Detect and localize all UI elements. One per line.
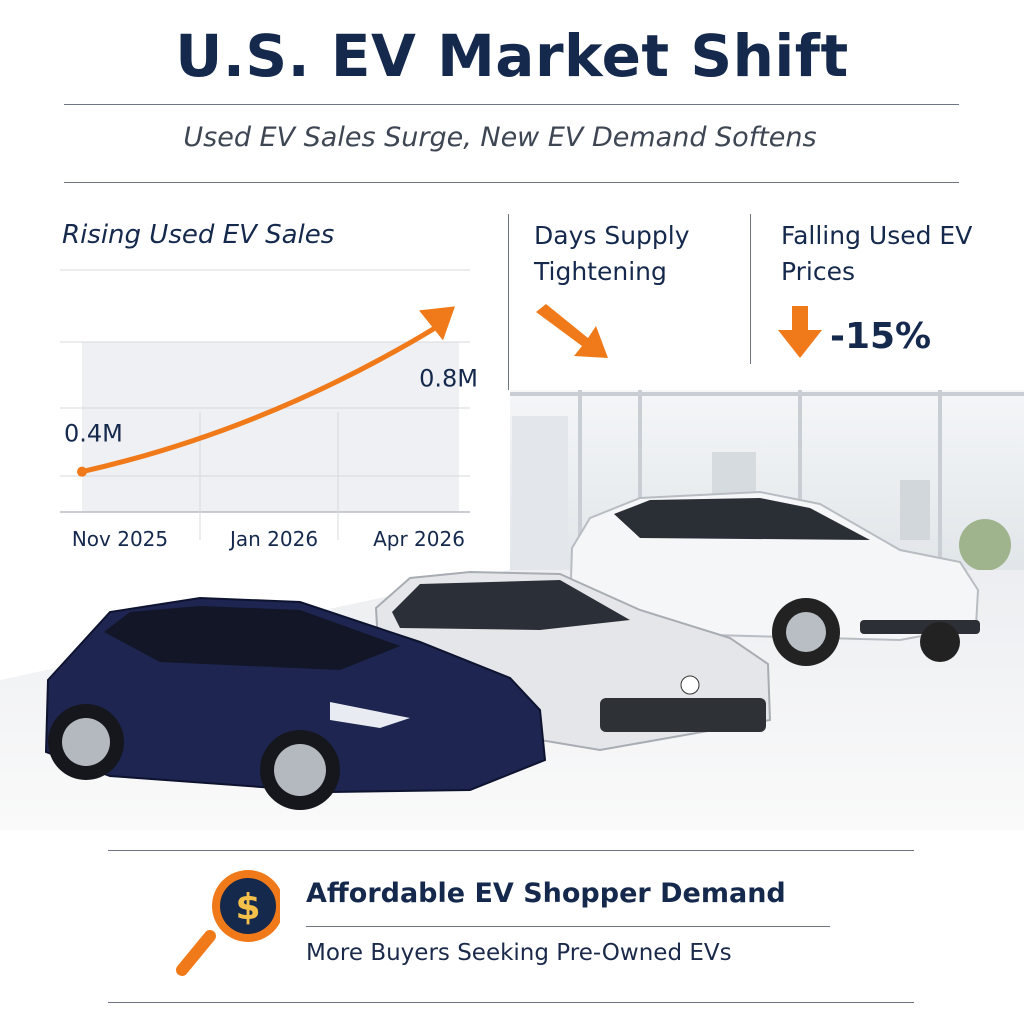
arrow-down-icon [778,306,822,358]
data-label: 0.4M [64,420,123,448]
page-subtitle: Used EV Sales Surge, New EV Demand Softe… [183,122,817,153]
showroom-illustration [0,390,1024,830]
x-tick-label: Nov 2025 [72,527,168,551]
x-axis-labels: Nov 2025 Jan 2026 Apr 2026 [72,527,465,551]
white-suv [568,490,980,666]
x-tick-label: Jan 2026 [228,527,318,551]
demand-subtitle: More Buyers Seeking Pre-Owned EVs [306,940,732,966]
subtitle-divider [64,182,959,183]
data-label: 0.8M [419,364,478,392]
dollar-magnifier-icon: $ [176,870,280,976]
svg-text:$: $ [235,887,260,928]
navy-sedan [44,596,547,810]
arrow-down-right-icon [536,304,608,358]
footer-divider-top [108,850,914,851]
city-building [900,480,930,540]
title-divider [64,104,959,105]
chart-title: Rising Used EV Sales [62,220,335,250]
data-labels: 0.4M 0.8M [64,364,478,447]
footer-mid-divider [306,926,830,927]
data-point [77,466,87,477]
chart-panel-divider [508,214,509,390]
series-arrowhead [419,306,455,341]
panels-divider [750,214,751,364]
chart-series [77,306,455,477]
falling-prices-title: Falling Used EV Prices [781,221,973,286]
chart-grid [60,269,470,540]
series-line [79,321,444,475]
demand-title: Affordable EV Shopper Demand [306,878,786,909]
price-change-value: -15% [830,316,932,357]
line-chart: Nov 2025 Jan 2026 Apr 2026 0.4M 0.8M [60,269,478,551]
chart-area [82,342,459,512]
x-tick-label: Apr 2026 [373,527,465,551]
footer-divider-bottom [108,1002,914,1003]
page-title: U.S. EV Market Shift [175,22,849,90]
days-supply-title: Days Supply Tightening [534,221,690,286]
tree [959,519,1011,571]
